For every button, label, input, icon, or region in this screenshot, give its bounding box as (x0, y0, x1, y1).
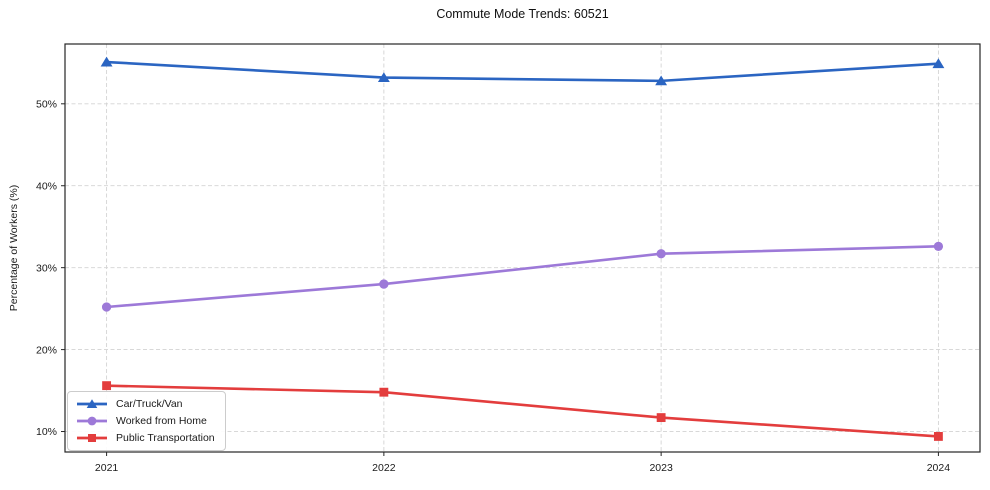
data-point-public-transportation-2021 (102, 381, 112, 391)
y-tick-label: 50% (36, 99, 57, 111)
x-tick-label: 2024 (927, 462, 951, 474)
data-point-car-truck-van-2021 (100, 56, 113, 67)
data-point-worked-from-home-2024 (933, 241, 944, 252)
legend-label: Worked from Home (116, 415, 207, 427)
legend-item: Public Transportation (75, 431, 215, 445)
y-tick-label: 30% (36, 262, 57, 274)
data-point-public-transportation-2022 (379, 387, 389, 397)
triangle-marker-icon (77, 399, 107, 408)
square-marker-icon (77, 434, 107, 442)
data-point-worked-from-home-2021 (101, 302, 112, 312)
data-point-worked-from-home-2022 (379, 279, 389, 289)
legend-label: Public Transportation (116, 432, 215, 444)
data-point-car-truck-van-2023 (655, 75, 668, 86)
data-point-public-transportation-2023 (656, 413, 666, 423)
y-tick-label: 40% (36, 180, 57, 192)
y-tick-label: 10% (36, 426, 57, 438)
axes-frame (64, 43, 981, 453)
data-point-car-truck-van-2022 (377, 72, 390, 83)
x-tick-label: 2021 (95, 462, 119, 474)
legend-item: Car/Truck/Van (75, 397, 215, 411)
series-line-worked-from-home (105, 245, 940, 309)
legend: Car/Truck/Van Worked from Home Public Tran… (67, 391, 226, 451)
legend-label: Car/Truck/Van (116, 398, 183, 410)
chart-title: Commute Mode Trends: 60521 (436, 7, 609, 21)
y-tick-label: 20% (36, 344, 57, 356)
data-point-public-transportation-2024 (933, 432, 943, 441)
series-line-car-truck-van (105, 60, 940, 83)
circle-marker-icon (77, 416, 107, 426)
series-line-public-transportation (105, 384, 940, 438)
data-point-worked-from-home-2023 (656, 249, 666, 259)
x-tick-label: 2022 (372, 462, 396, 474)
x-tick-label: 2023 (649, 462, 673, 474)
legend-item: Worked from Home (75, 414, 215, 428)
data-point-car-truck-van-2024 (932, 58, 945, 69)
